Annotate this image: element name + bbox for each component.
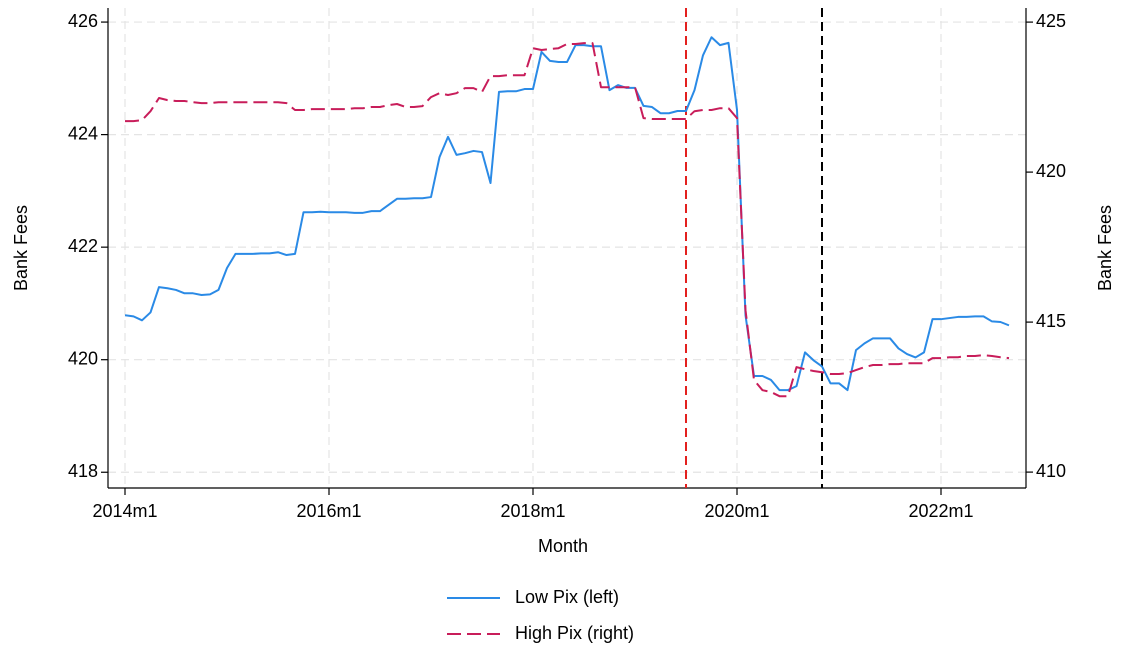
x-tick-label: 2020m1 bbox=[704, 501, 769, 521]
y2-tick-label: 415 bbox=[1036, 311, 1066, 331]
legend-label: Low Pix (left) bbox=[515, 587, 619, 607]
y-tick-label: 424 bbox=[68, 123, 98, 143]
series-line bbox=[125, 42, 1010, 398]
x-tick-label: 2014m1 bbox=[92, 501, 157, 521]
x-axis-title: Month bbox=[538, 536, 588, 556]
y-tick-label: 420 bbox=[68, 348, 98, 368]
x-tick-label: 2016m1 bbox=[296, 501, 361, 521]
legend-label: High Pix (right) bbox=[515, 623, 634, 643]
y2-axis-title: Bank Fees bbox=[1095, 205, 1115, 291]
x-tick-label: 2018m1 bbox=[500, 501, 565, 521]
y-axis-title: Bank Fees bbox=[11, 205, 31, 291]
y-tick-label: 426 bbox=[68, 11, 98, 31]
y2-tick-label: 425 bbox=[1036, 11, 1066, 31]
y2-tick-label: 420 bbox=[1036, 161, 1066, 181]
series-line bbox=[124, 36, 1010, 392]
y-tick-label: 422 bbox=[68, 236, 98, 256]
y2-tick-label: 410 bbox=[1036, 461, 1066, 481]
y-tick-label: 418 bbox=[68, 461, 98, 481]
x-tick-label: 2022m1 bbox=[908, 501, 973, 521]
